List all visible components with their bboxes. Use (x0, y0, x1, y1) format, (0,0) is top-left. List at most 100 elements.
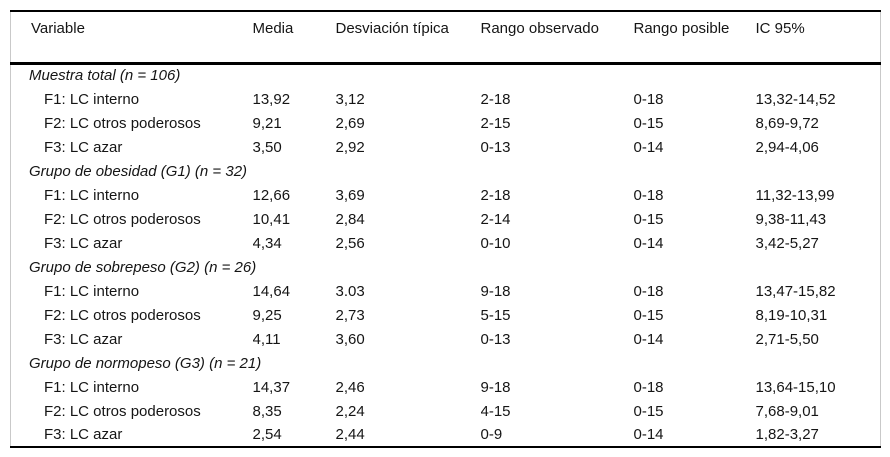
cell-variable: F1: LC interno (44, 186, 140, 204)
group-header-row: Grupo de obesidad (G1) (n = 32) (11, 159, 881, 183)
cell-rango-posible: 0-18 (633, 378, 664, 396)
table-row: F1: LC interno 14,64 3.03 9-18 0-18 13,4… (11, 279, 881, 303)
cell-desviacion: 3.03 (335, 282, 365, 300)
cell-rango-posible: 0-14 (633, 138, 664, 156)
column-header-media: Media (252, 20, 294, 37)
table-row: F3: LC azar 4,11 3,60 0-13 0-14 2,71-5,5… (11, 327, 881, 351)
cell-rango-observado: 0-10 (480, 234, 511, 252)
cell-desviacion: 2,56 (335, 234, 365, 252)
cell-variable: F2: LC otros poderosos (44, 210, 201, 228)
cell-ic95: 13,64-15,10 (755, 378, 836, 396)
statistics-table: Variable Media Desviación típica Rango o… (10, 10, 881, 448)
cell-media: 12,66 (252, 186, 291, 204)
cell-rango-posible: 0-15 (633, 114, 664, 132)
cell-ic95: 2,71-5,50 (755, 330, 819, 348)
table-row: F2: LC otros poderosos 9,25 2,73 5-15 0-… (11, 303, 881, 327)
cell-ic95: 11,32-13,99 (755, 186, 835, 204)
group-header-row: Grupo de sobrepeso (G2) (n = 26) (11, 255, 881, 279)
table-row: F3: LC azar 4,34 2,56 0-10 0-14 3,42-5,2… (11, 231, 881, 255)
column-header-rango-observado: Rango observado (480, 20, 599, 37)
table-row: F3: LC azar 2,54 2,44 0-9 0-14 1,82-3,27 (11, 423, 881, 447)
cell-media: 14,37 (252, 378, 291, 396)
table-row: F1: LC interno 13,92 3,12 2-18 0-18 13,3… (11, 87, 881, 111)
cell-rango-observado: 4-15 (480, 402, 511, 420)
cell-media: 3,50 (252, 138, 282, 156)
group-header-label: Grupo de sobrepeso (G2) (n = 26) (29, 258, 257, 276)
column-header-desviacion: Desviación típica (335, 20, 449, 37)
cell-media: 4,34 (252, 234, 282, 252)
cell-ic95: 2,94-4,06 (755, 138, 819, 156)
group-header-label: Grupo de obesidad (G1) (n = 32) (29, 162, 248, 180)
table-row: F2: LC otros poderosos 9,21 2,69 2-15 0-… (11, 111, 881, 135)
table-row: F2: LC otros poderosos 8,35 2,24 4-15 0-… (11, 399, 881, 423)
cell-media: 9,21 (252, 114, 282, 132)
cell-variable: F1: LC interno (44, 378, 140, 396)
cell-media: 2,54 (252, 426, 282, 443)
cell-variable: F3: LC azar (44, 138, 123, 156)
cell-rango-observado: 9-18 (480, 282, 511, 300)
cell-variable: F3: LC azar (44, 330, 123, 348)
table-row: F1: LC interno 12,66 3,69 2-18 0-18 11,3… (11, 183, 881, 207)
cell-variable: F3: LC azar (44, 426, 123, 443)
cell-media: 13,92 (252, 90, 291, 108)
cell-desviacion: 2,73 (335, 306, 365, 324)
cell-ic95: 9,38-11,43 (755, 210, 827, 228)
cell-desviacion: 2,24 (335, 402, 365, 420)
cell-rango-posible: 0-14 (633, 426, 664, 443)
cell-ic95: 13,32-14,52 (755, 90, 836, 108)
cell-media: 9,25 (252, 306, 282, 324)
cell-desviacion: 2,44 (335, 426, 365, 443)
cell-rango-posible: 0-14 (633, 234, 664, 252)
cell-rango-observado: 0-13 (480, 330, 511, 348)
column-header-rango-posible: Rango posible (633, 20, 730, 37)
cell-desviacion: 3,60 (335, 330, 365, 348)
group-header-label: Grupo de normopeso (G3) (n = 21) (29, 354, 262, 372)
cell-rango-observado: 5-15 (480, 306, 511, 324)
cell-media: 8,35 (252, 402, 282, 420)
cell-rango-posible: 0-18 (633, 90, 664, 108)
group-header-row: Grupo de normopeso (G3) (n = 21) (11, 351, 881, 375)
cell-desviacion: 3,12 (335, 90, 365, 108)
cell-variable: F2: LC otros poderosos (44, 306, 201, 324)
cell-media: 4,11 (252, 330, 281, 348)
cell-ic95: 8,69-9,72 (755, 114, 819, 132)
cell-rango-observado: 0-9 (480, 426, 503, 443)
cell-rango-posible: 0-18 (633, 282, 664, 300)
cell-ic95: 8,19-10,31 (755, 306, 828, 324)
cell-variable: F3: LC azar (44, 234, 123, 252)
table-row: F2: LC otros poderosos 10,41 2,84 2-14 0… (11, 207, 881, 231)
cell-rango-posible: 0-18 (633, 186, 664, 204)
cell-ic95: 7,68-9,01 (755, 402, 819, 420)
cell-rango-posible: 0-15 (633, 306, 664, 324)
cell-ic95: 3,42-5,27 (755, 234, 819, 252)
table-header-row: Variable Media Desviación típica Rango o… (10, 11, 881, 63)
column-header-ic95: IC 95% (755, 20, 805, 37)
group-header-row: Muestra total (n = 106) (11, 63, 881, 87)
cell-ic95: 1,82-3,27 (755, 426, 819, 443)
column-header-variable: Variable (31, 20, 85, 37)
cell-desviacion: 2,92 (335, 138, 365, 156)
cell-ic95: 13,47-15,82 (755, 282, 836, 300)
cell-desviacion: 2,69 (335, 114, 365, 132)
cell-rango-observado: 9-18 (480, 378, 511, 396)
cell-variable: F1: LC interno (44, 90, 140, 108)
cell-rango-observado: 0-13 (480, 138, 511, 156)
cell-rango-posible: 0-15 (633, 210, 664, 228)
table-row: F1: LC interno 14,37 2,46 9-18 0-18 13,6… (11, 375, 881, 399)
cell-rango-posible: 0-14 (633, 330, 664, 348)
group-header-label: Muestra total (n = 106) (29, 67, 181, 85)
cell-desviacion: 2,46 (335, 378, 365, 396)
cell-desviacion: 3,69 (335, 186, 365, 204)
cell-rango-observado: 2-14 (480, 210, 511, 228)
cell-media: 10,41 (252, 210, 291, 228)
cell-rango-posible: 0-15 (633, 402, 664, 420)
table-row: F3: LC azar 3,50 2,92 0-13 0-14 2,94-4,0… (11, 135, 881, 159)
cell-rango-observado: 2-18 (480, 186, 511, 204)
cell-media: 14,64 (252, 282, 291, 300)
cell-rango-observado: 2-15 (480, 114, 511, 132)
cell-variable: F2: LC otros poderosos (44, 402, 201, 420)
cell-variable: F1: LC interno (44, 282, 140, 300)
cell-desviacion: 2,84 (335, 210, 365, 228)
cell-rango-observado: 2-18 (480, 90, 511, 108)
